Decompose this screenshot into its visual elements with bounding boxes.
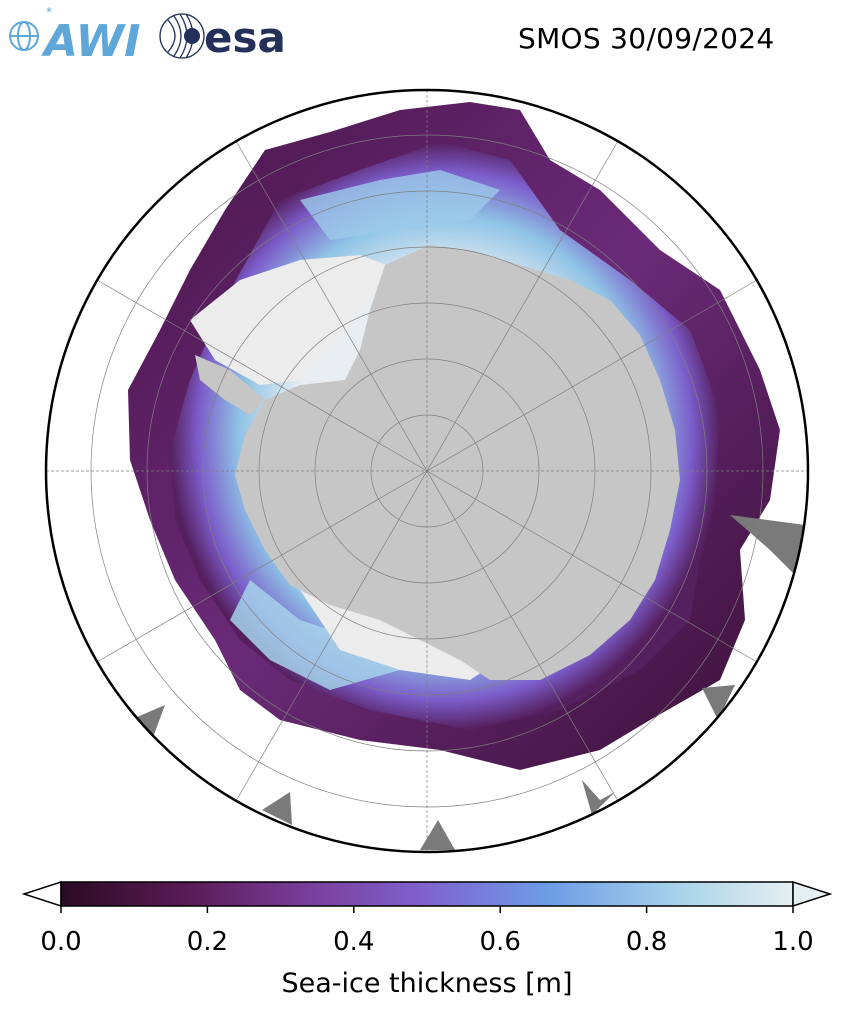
map-boundary [44, 88, 810, 854]
colorbar-extend-max [792, 880, 833, 908]
awi-logo: * AWI [9, 6, 141, 62]
esa-logo: esa [159, 13, 286, 62]
antarctic-peninsula [195, 355, 265, 415]
no-data-wedge-north-east [702, 685, 735, 720]
colorbar: 0.0 0.2 0.4 0.6 0.8 1.0 Sea-ice thickness [m] [21, 880, 833, 999]
colorbar-ticks: 0.0 0.2 0.4 0.6 0.8 1.0 [40, 906, 814, 957]
colorbar-gradient [60, 881, 794, 907]
colorbar-tick-label: 1.0 [772, 927, 813, 957]
colorbar-tick-label: 0.0 [40, 927, 81, 957]
colorbar-tick-label: 0.2 [187, 927, 228, 957]
antarctica-land [235, 245, 680, 680]
colorbar-tick-label: 0.8 [626, 927, 667, 957]
graticule [46, 90, 808, 852]
no-data-wedge-south-east [582, 780, 615, 815]
awi-logo-text: AWI [41, 16, 141, 62]
svg-text:*: * [46, 6, 52, 19]
colorbar-tick-label: 0.6 [480, 927, 521, 957]
thick-ice-region-weddell [300, 170, 500, 240]
no-data-wedge-south [420, 820, 455, 850]
header: * AWI esa SMOS 30/09/2024 [0, 0, 854, 80]
colorbar-tick-label: 0.4 [333, 927, 374, 957]
colorbar-extend-min [21, 880, 62, 908]
ice-shelf-ross [300, 590, 500, 680]
no-data-wedge-east [730, 515, 805, 580]
esa-logo-text: esa [204, 13, 286, 62]
no-data-wedge-south-west [262, 792, 292, 825]
ice-shelf-weddell [190, 255, 400, 385]
thick-ice-region-ross [230, 580, 400, 690]
colorbar-label: Sea-ice thickness [m] [281, 968, 572, 999]
no-data-wedge-west [130, 705, 165, 740]
sea-ice-map [44, 88, 810, 854]
product-title: SMOS 30/09/2024 [518, 22, 775, 55]
